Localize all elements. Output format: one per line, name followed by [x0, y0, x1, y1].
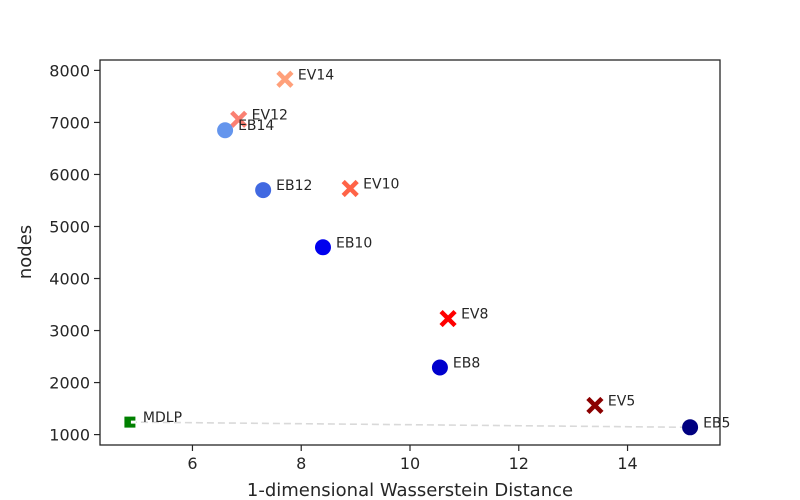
x-tick-label: 14: [617, 454, 637, 473]
x-tick-label: 6: [187, 454, 197, 473]
y-tick-label: 7000: [49, 113, 90, 132]
point-label-ev8: EV8: [461, 307, 488, 323]
y-tick-label: 3000: [49, 322, 90, 341]
points-layer: [124, 70, 699, 436]
x-axis-label: 1-dimensional Wasserstein Distance: [247, 480, 573, 500]
point-mdlp: [124, 416, 136, 428]
point-ev8: [439, 309, 457, 328]
point-label-ev14: EV14: [298, 67, 334, 83]
point-ev10: [341, 179, 359, 198]
point-label-ev10: EV10: [363, 177, 399, 193]
point-mdlp-notch: [130, 420, 136, 424]
point-label-eb8: EB8: [453, 355, 480, 371]
y-tick-label: 8000: [49, 61, 90, 80]
point-label-ev12: EV12: [252, 107, 288, 123]
point-label-eb14: EB14: [238, 118, 274, 134]
point-label-eb10: EB10: [336, 235, 372, 251]
y-tick-label: 2000: [49, 374, 90, 393]
point-ev5: [586, 396, 604, 415]
y-axis-label: nodes: [15, 225, 36, 279]
point-label-eb12: EB12: [276, 178, 312, 194]
point-eb10: [314, 239, 331, 256]
x-tick-label: 12: [509, 454, 529, 473]
point-label-mdlp: MDLP: [143, 410, 182, 426]
point-eb12: [255, 182, 272, 199]
x-tick-label: 8: [296, 454, 306, 473]
point-eb14: [217, 122, 234, 139]
y-tick-label: 4000: [49, 270, 90, 289]
y-tick-label: 6000: [49, 165, 90, 184]
point-ev12: [230, 110, 248, 128]
y-tick-label: 1000: [49, 426, 90, 445]
point-label-eb5: EB5: [703, 415, 730, 431]
reference-line: [129, 421, 691, 429]
point-ev14: [276, 70, 294, 88]
point-label-ev5: EV5: [608, 393, 635, 409]
x-tick-label: 10: [400, 454, 420, 473]
plot-frame: [99, 59, 721, 446]
reference-line-layer: [129, 421, 691, 429]
tick-layer: 6 8 10 12 14 1000 2000 3000 4000 5000 6000 7000 8000: [49, 61, 637, 473]
y-tick-label: 5000: [49, 217, 90, 236]
point-eb5: [682, 419, 699, 436]
point-eb8: [431, 359, 448, 376]
